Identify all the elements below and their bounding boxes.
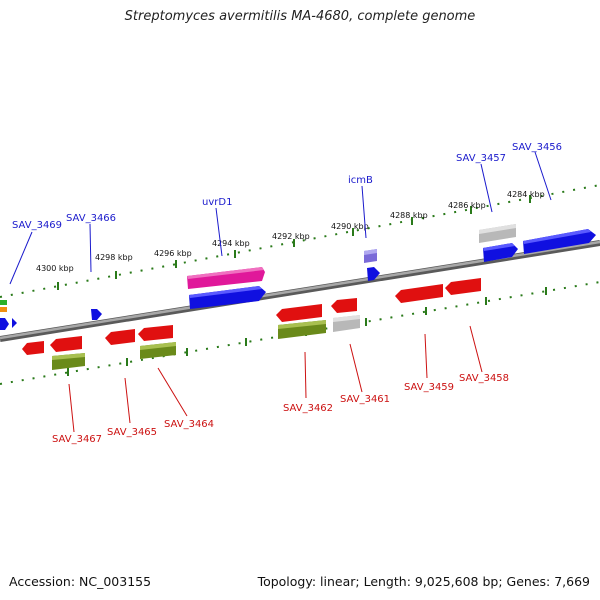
gene-highlight: [333, 315, 360, 322]
gene-SAV_3465[interactable]: [105, 329, 135, 345]
gene-feature[interactable]: [0, 300, 7, 305]
gene-highlight: [523, 229, 591, 244]
gene-arrow[interactable]: [138, 325, 173, 341]
gene-arrow[interactable]: [0, 318, 9, 330]
gene-highlight: [52, 353, 85, 360]
gene-label-upper[interactable]: SAV_3466: [66, 213, 116, 224]
gene-label-lower[interactable]: SAV_3458: [459, 373, 509, 384]
gene-label-lower[interactable]: SAV_3464: [164, 419, 214, 430]
gene-uvrD1[interactable]: [187, 267, 265, 289]
gene-label-upper[interactable]: icmB: [348, 175, 373, 186]
gene-highlight: [479, 224, 516, 234]
gene-SAV_3459[interactable]: [395, 284, 443, 303]
lower-leader-lines: [68, 325, 483, 433]
gene-highlight: [483, 243, 515, 251]
leader-line: [215, 207, 223, 257]
gene-arrow[interactable]: [276, 304, 322, 322]
leader-line: [469, 325, 483, 373]
gene-arrow[interactable]: [367, 267, 380, 281]
gene-arrow[interactable]: [189, 286, 266, 309]
leader-line: [349, 343, 363, 393]
gene-highlight: [364, 249, 377, 255]
genome-title: Streptomyces avermitilis MA-4680, comple…: [124, 9, 476, 24]
gene-label-lower[interactable]: SAV_3462: [283, 403, 333, 414]
gene-label-lower[interactable]: SAV_3465: [107, 427, 157, 438]
gene-label-lower[interactable]: SAV_3459: [404, 382, 454, 393]
leader-line: [9, 231, 33, 285]
leader-line: [424, 333, 428, 379]
upper-major-ticks: [57, 195, 531, 290]
leader-line: [68, 383, 75, 433]
lower-scale-dots: [0, 281, 600, 385]
gene-label-lower[interactable]: SAV_3467: [52, 434, 102, 445]
gene-label-upper[interactable]: SAV_3457: [456, 153, 506, 164]
kbp-label: 4294 kbp: [212, 239, 250, 248]
leader-line: [304, 351, 307, 399]
gene-SAV_3458[interactable]: [445, 278, 481, 295]
gene-label-upper[interactable]: uvrD1: [202, 197, 232, 208]
gene-SAV_3456[interactable]: [523, 229, 596, 254]
leader-line: [89, 223, 92, 273]
kbp-label: 4288 kbp: [390, 211, 428, 220]
kbp-label: 4298 kbp: [95, 253, 133, 262]
accession-text: Accession: NC_003155: [9, 574, 152, 589]
leader-line: [534, 151, 552, 201]
kbp-label: 4296 kbp: [154, 249, 192, 258]
leader-line: [480, 163, 493, 213]
kbp-label: 4290 kbp: [331, 222, 369, 231]
leader-line: [124, 377, 131, 424]
kbp-label: 4286 kbp: [448, 201, 486, 210]
gene-arrow[interactable]: [12, 318, 17, 328]
gene-arrow[interactable]: [22, 341, 44, 355]
kbp-label: 4292 kbp: [272, 232, 310, 241]
gene-label-upper[interactable]: SAV_3456: [512, 142, 562, 153]
gene-arrow[interactable]: [91, 309, 102, 320]
gene-arrow[interactable]: [331, 298, 357, 313]
gene-highlight: [278, 320, 326, 329]
gene-arrow[interactable]: [50, 336, 82, 352]
kbp-label: 4284 kbp: [507, 190, 545, 199]
gene-feature[interactable]: [0, 307, 7, 312]
kbp-label: 4300 kbp: [36, 264, 74, 273]
gene-highlight: [140, 342, 176, 350]
leader-line: [361, 185, 367, 239]
gene-label-upper[interactable]: SAV_3469: [12, 220, 62, 231]
gene-highlight: [187, 267, 264, 279]
upper-leader-lines: [9, 151, 552, 285]
gene-highlight: [189, 286, 262, 298]
leader-line: [157, 367, 188, 417]
genome-summary-text: Topology: linear; Length: 9,025,608 bp; …: [257, 574, 590, 589]
gene-label-lower[interactable]: SAV_3461: [340, 394, 390, 405]
